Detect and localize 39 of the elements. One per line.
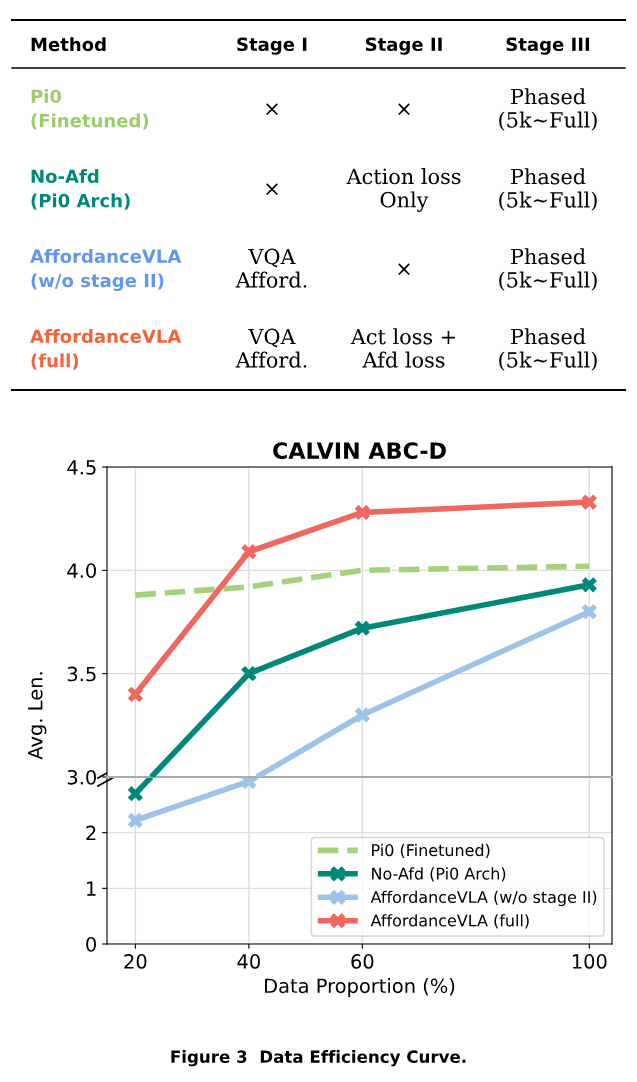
legend-label: AffordanceVLA (full) <box>370 914 529 929</box>
category-label: AffordanceVLA (w/o stage II) <box>30 249 182 291</box>
text: VQA Afford. <box>235 328 307 368</box>
y-tick-label: 2 <box>86 825 96 841</box>
y-axis-title: Avg. Len. <box>28 672 47 760</box>
category-label: Stage II <box>365 37 442 55</box>
text: × <box>266 183 278 196</box>
text: Phased (5k∼Full) <box>499 248 597 291</box>
chart-title: CALVIN ABC-D <box>273 442 446 459</box>
y-tick-label: 3.5 <box>67 666 96 682</box>
legend-label: No-Afd (Pi0 Arch) <box>372 867 506 882</box>
text: Phased (5k∼Full) <box>499 88 597 131</box>
caption: Figure 3 Data Efficiency Curve. <box>171 1050 466 1067</box>
x-tick-label: 20 <box>124 954 147 969</box>
category-label: Stage III <box>506 37 590 55</box>
legend-label: Pi0 (Finetuned) <box>372 843 490 859</box>
text: VQA Afford. <box>235 248 307 288</box>
category-label: No-Afd (Pi0 Arch) <box>31 169 130 210</box>
text: Phased (5k∼Full) <box>499 328 597 371</box>
x-axis-title: Data Proportion (%) <box>265 978 455 997</box>
text: Phased (5k∼Full) <box>499 168 597 211</box>
text: × <box>398 263 410 276</box>
category-label: Pi0 (Finetuned) <box>31 89 149 130</box>
category-label: Method <box>31 37 106 52</box>
x-tick-label: 60 <box>351 954 374 969</box>
text: Action loss Only <box>346 168 461 212</box>
text: × <box>266 103 278 116</box>
y-tick-label: 4.5 <box>67 460 96 475</box>
y-tick-label: 0 <box>86 936 96 952</box>
y-tick-label: 1 <box>87 881 96 896</box>
legend-label: AffordanceVLA (w/o stage II) <box>370 890 597 907</box>
category-label: Stage I <box>237 37 307 55</box>
y-tick-label: 4.0 <box>67 563 96 578</box>
x-tick-label: 100 <box>572 954 607 969</box>
text: × <box>398 103 410 116</box>
text: Act loss + Afd loss <box>350 328 455 368</box>
y-tick-label: 3.0 <box>67 769 96 785</box>
x-tick-label: 40 <box>237 954 260 969</box>
category-label: AffordanceVLA (full) <box>30 329 182 370</box>
